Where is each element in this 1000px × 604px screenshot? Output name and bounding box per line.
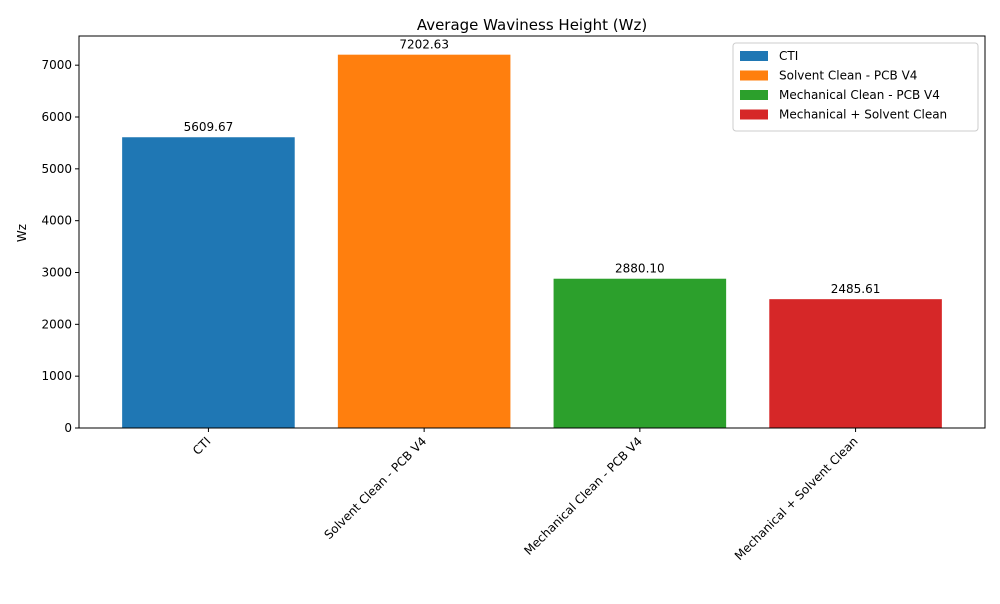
bar bbox=[337, 54, 511, 429]
y-tick-label: 3000 bbox=[41, 266, 72, 280]
x-tick-label: CTI bbox=[190, 434, 214, 458]
y-axis-label: Wz bbox=[15, 224, 29, 242]
legend-label: Mechanical Clean - PCB V4 bbox=[779, 88, 940, 102]
bar-value-label: 7202.63 bbox=[399, 38, 449, 52]
y-tick-label: 0 bbox=[64, 421, 72, 435]
y-tick-label: 7000 bbox=[41, 58, 72, 72]
y-tick-label: 1000 bbox=[41, 369, 72, 383]
x-tick-label: Mechanical + Solvent Clean bbox=[732, 434, 861, 563]
y-tick-label: 6000 bbox=[41, 110, 72, 124]
legend-label: Solvent Clean - PCB V4 bbox=[779, 69, 917, 83]
bar bbox=[122, 137, 295, 429]
bar bbox=[769, 299, 942, 428]
y-axis: 0 1000 2000 3000 4000 5000 6000 7000 bbox=[41, 58, 79, 435]
legend: CTI Solvent Clean - PCB V4 Mechanical Clea… bbox=[732, 42, 979, 132]
x-axis: CTI Solvent Clean - PCB V4 Mechanical Clea… bbox=[190, 428, 861, 563]
bar-value-label: 5609.67 bbox=[184, 120, 234, 134]
x-tick-label: Solvent Clean - PCB V4 bbox=[321, 434, 429, 542]
bar-value-label: 2485.61 bbox=[831, 282, 881, 296]
legend-swatch bbox=[740, 90, 768, 100]
plot-frame bbox=[78, 35, 986, 429]
chart-title: Average Waviness Height (Wz) bbox=[417, 16, 647, 34]
x-tick-label: Mechanical Clean - PCB V4 bbox=[521, 434, 645, 558]
legend-swatch bbox=[740, 70, 768, 81]
legend-swatch bbox=[740, 109, 768, 120]
y-tick-label: 4000 bbox=[41, 214, 72, 228]
y-tick-label: 5000 bbox=[41, 162, 72, 176]
bars-group: 5609.67 7202.63 2880.10 2485.61 bbox=[122, 38, 942, 429]
legend-box bbox=[732, 42, 979, 132]
legend-label: CTI bbox=[779, 49, 798, 63]
bar-value-label: 2880.10 bbox=[615, 262, 665, 276]
bar bbox=[553, 278, 727, 428]
legend-label: Mechanical + Solvent Clean bbox=[779, 108, 947, 122]
legend-swatch bbox=[740, 51, 768, 61]
y-tick-label: 2000 bbox=[41, 317, 72, 331]
